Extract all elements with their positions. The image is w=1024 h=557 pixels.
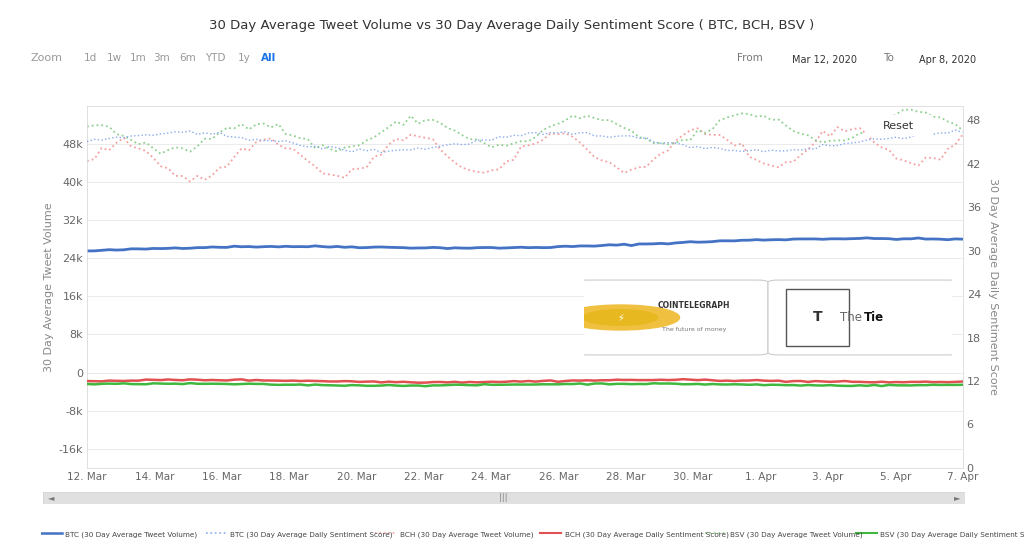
Circle shape [584,310,657,325]
Text: BCH (30 Day Average Tweet Volume): BCH (30 Day Average Tweet Volume) [400,531,534,538]
FancyBboxPatch shape [862,114,935,138]
Text: 3m: 3m [154,53,170,63]
Text: The: The [840,311,862,324]
Text: Mar 12, 2020: Mar 12, 2020 [792,55,857,65]
FancyBboxPatch shape [894,43,1001,76]
Text: ►: ► [953,494,961,502]
Text: 1w: 1w [108,53,122,63]
Text: BSV (30 Day Average Tweet Volume): BSV (30 Day Average Tweet Volume) [730,531,862,538]
Text: Reset: Reset [883,121,914,131]
FancyBboxPatch shape [577,280,768,355]
Text: 6m: 6m [179,53,196,63]
Text: From: From [737,53,763,63]
FancyBboxPatch shape [43,492,965,504]
Text: ⚡: ⚡ [617,312,624,323]
FancyBboxPatch shape [768,43,881,76]
Text: ◄: ◄ [47,494,54,502]
Text: BSV (30 Day Average Daily Sentiment Score): BSV (30 Day Average Daily Sentiment Scor… [881,531,1024,538]
Text: YTD: YTD [205,53,225,63]
Text: BTC (30 Day Average Tweet Volume): BTC (30 Day Average Tweet Volume) [66,531,198,538]
FancyBboxPatch shape [768,280,959,355]
Text: Tie: Tie [864,311,884,324]
Text: 1d: 1d [84,53,96,63]
Text: The future of money: The future of money [663,327,726,331]
Text: COINTELEGRAPH: COINTELEGRAPH [658,301,730,310]
Text: BCH (30 Day Average Daily Sentiment Score): BCH (30 Day Average Daily Sentiment Scor… [565,531,729,538]
Text: Zoom: Zoom [30,53,62,63]
Text: Apr 8, 2020: Apr 8, 2020 [920,55,976,65]
Text: 1y: 1y [238,53,250,63]
Text: |||: ||| [500,494,508,502]
Text: BTC (30 Day Average Daily Sentiment Score): BTC (30 Day Average Daily Sentiment Scor… [230,531,393,538]
Y-axis label: 30 Day Average Tweet Volume: 30 Day Average Tweet Volume [44,202,54,372]
Text: 30 Day Average Tweet Volume vs 30 Day Average Daily Sentiment Score ( BTC, BCH, : 30 Day Average Tweet Volume vs 30 Day Av… [209,19,815,32]
Circle shape [561,305,680,330]
Text: To: To [883,53,894,63]
Y-axis label: 30 Day Average Daily Sentiment Score: 30 Day Average Daily Sentiment Score [988,178,998,395]
FancyBboxPatch shape [786,290,849,345]
Text: T: T [813,310,822,325]
Text: 1m: 1m [130,53,146,63]
Text: All: All [261,53,275,63]
